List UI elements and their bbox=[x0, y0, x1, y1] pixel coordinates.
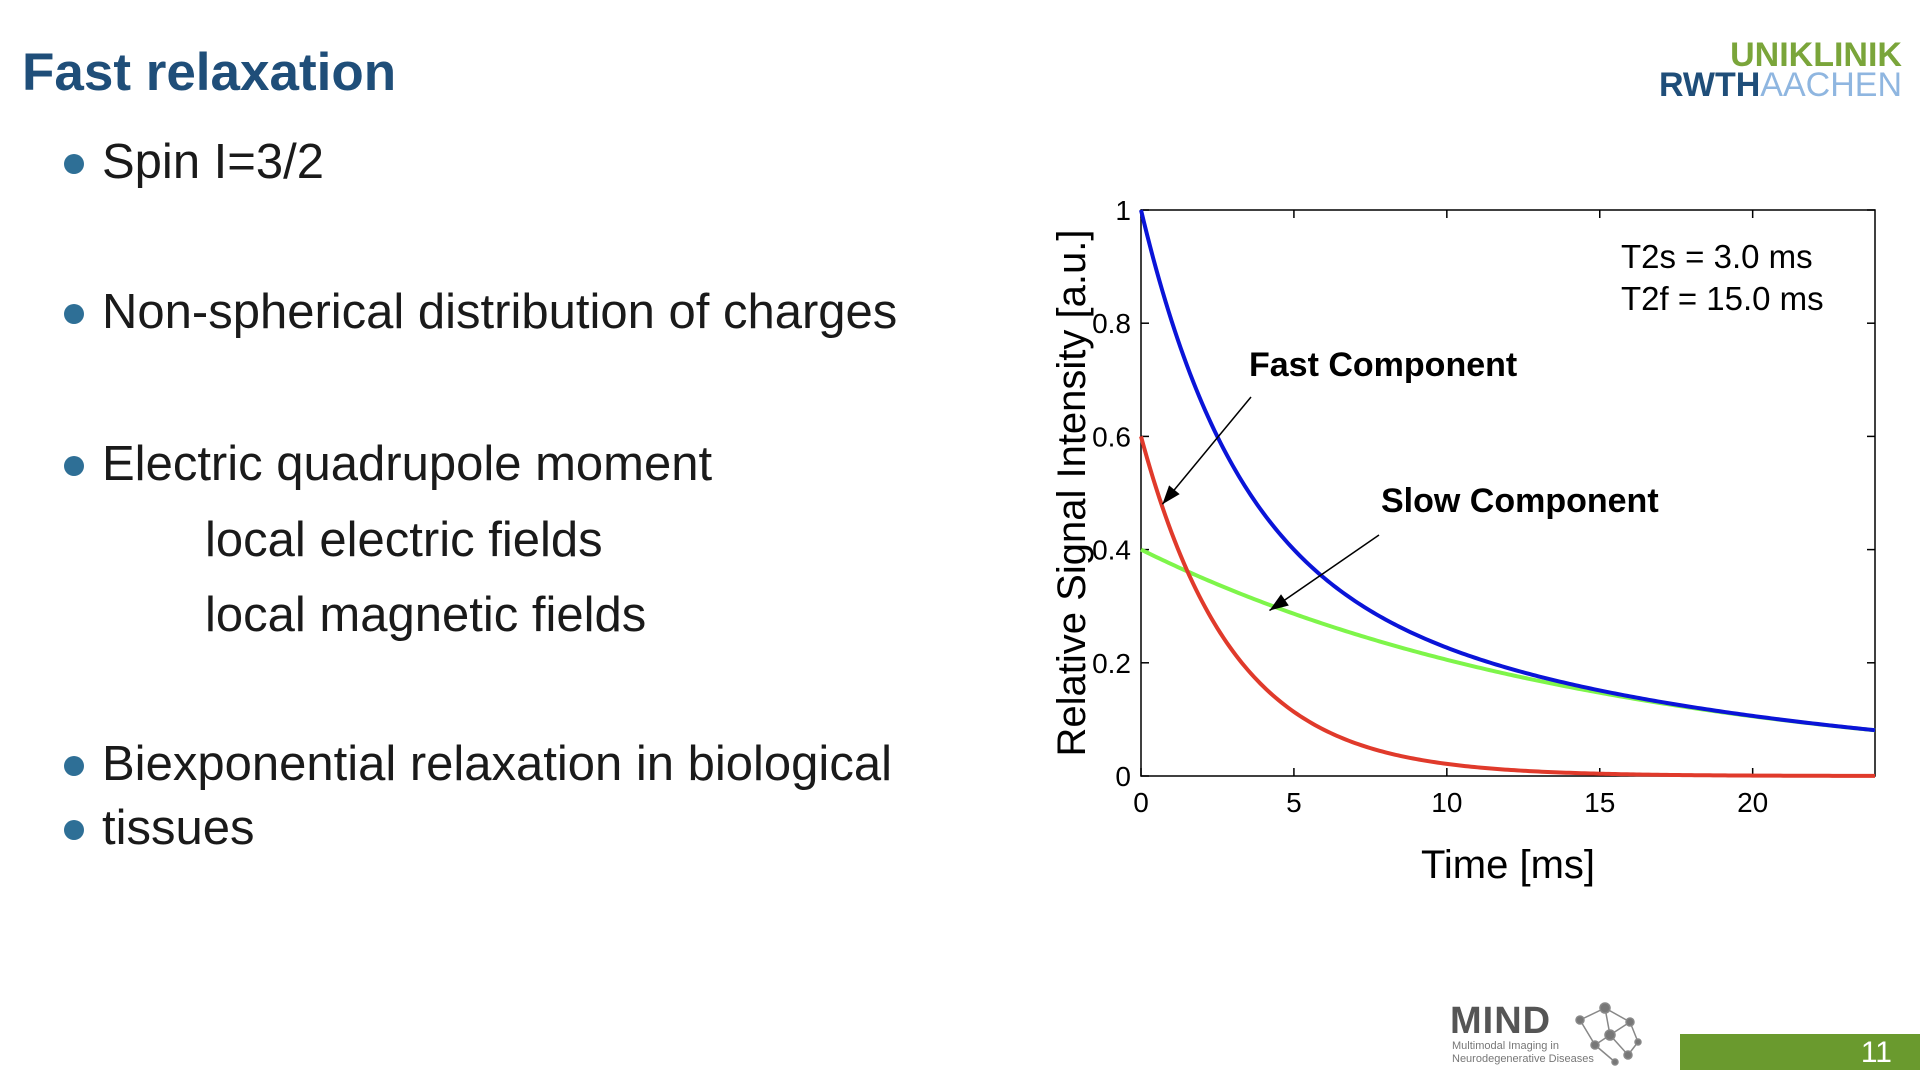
t2f-annotation: T2f = 15.0 ms bbox=[1621, 280, 1824, 317]
fast-component-curve bbox=[1139, 435, 1876, 778]
y-tick-label: 0.6 bbox=[1092, 421, 1131, 452]
fast-arrow-head bbox=[1162, 485, 1180, 505]
slow-arrow-head bbox=[1269, 594, 1289, 611]
subitem-magnetic-fields: local magnetic fields bbox=[205, 588, 647, 642]
logo-rwth: RWTH bbox=[1658, 66, 1761, 104]
y-tick-label: 1 bbox=[1115, 195, 1131, 226]
t2s-annotation: T2s = 3.0 ms bbox=[1621, 238, 1813, 275]
y-axis-label: Relative Signal Intensity [a.u.] bbox=[1050, 230, 1094, 757]
x-tick-label: 10 bbox=[1431, 787, 1462, 818]
bullet-quadrupole: Electric quadrupole moment bbox=[63, 432, 712, 496]
y-tick-label: 0.8 bbox=[1092, 308, 1131, 339]
mind-logo-word: MIND bbox=[1450, 1000, 1552, 1042]
relaxation-chart: 0 5 10 15 20 0 0.2 0.4 0.6 0.8 1 Time [ms] Relativ… bbox=[1050, 195, 1876, 887]
x-tick-label: 15 bbox=[1584, 787, 1615, 818]
slow-arrow bbox=[1269, 534, 1380, 612]
page-number-bar: 11 bbox=[1680, 1034, 1920, 1070]
plot-frame bbox=[1140, 209, 1876, 777]
x-axis-label: Time [ms] bbox=[1421, 843, 1595, 887]
logo-aachen: AACHEN bbox=[1760, 66, 1902, 104]
bullet-spin: Spin I=3/2 bbox=[63, 130, 324, 194]
mind-network-icon bbox=[1575, 1002, 1642, 1066]
bullet-biexponential-cont: tissues bbox=[64, 796, 255, 860]
bullet-biexponential-cont-text: tissues bbox=[102, 801, 255, 855]
y-tick-label: 0 bbox=[1115, 761, 1131, 792]
total-signal-curve bbox=[1139, 209, 1876, 733]
page-number: 11 bbox=[1860, 1036, 1892, 1069]
slide-title: Fast relaxation bbox=[22, 43, 397, 102]
slow-component-label: Slow Component bbox=[1381, 482, 1659, 520]
x-tick-label: 20 bbox=[1737, 787, 1768, 818]
logo-line-1: UNIKLINIK bbox=[1730, 36, 1902, 74]
y-tick-label: 0.4 bbox=[1092, 535, 1131, 566]
subitem-electric-fields: local electric fields bbox=[205, 513, 603, 567]
slow-component-curve bbox=[1140, 547, 1876, 733]
x-tick-label: 0 bbox=[1133, 787, 1149, 818]
mind-logo-line-1: Multimodal Imaging in bbox=[1452, 1040, 1559, 1052]
mind-logo: MIND Multimodal Imaging in Neurodegenera… bbox=[1450, 1000, 1650, 1070]
mind-logo-line-2: Neurodegenerative Diseases bbox=[1452, 1053, 1594, 1065]
fast-component-label: Fast Component bbox=[1249, 346, 1517, 384]
bullet-charge-distribution: Non-spherical distribution of charges bbox=[63, 280, 897, 344]
y-tick-label: 0.2 bbox=[1092, 648, 1131, 679]
uniklinik-rwth-logo: UNIKLINIK RWTHAACHEN bbox=[1659, 36, 1902, 102]
fast-arrow bbox=[1161, 396, 1252, 505]
bullet-biexponential: Biexponential relaxation in biological bbox=[64, 732, 892, 796]
x-tick-label: 5 bbox=[1286, 787, 1302, 818]
logo-line-2: RWTHAACHEN bbox=[1659, 68, 1902, 102]
